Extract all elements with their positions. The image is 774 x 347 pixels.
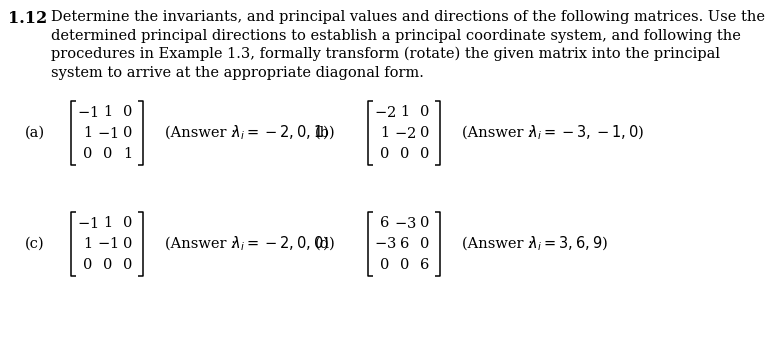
Text: 0: 0 bbox=[123, 105, 132, 119]
Text: $-$2: $-$2 bbox=[394, 126, 416, 141]
Text: $-$1: $-$1 bbox=[77, 104, 98, 119]
Text: $-$3: $-$3 bbox=[374, 237, 396, 252]
Text: 0: 0 bbox=[103, 258, 113, 272]
Text: 6: 6 bbox=[400, 237, 409, 251]
Text: $-$1: $-$1 bbox=[98, 126, 118, 141]
Text: 1: 1 bbox=[84, 237, 93, 251]
Text: 1: 1 bbox=[104, 216, 112, 230]
Text: 0: 0 bbox=[420, 237, 430, 251]
Text: 1: 1 bbox=[104, 105, 112, 119]
Text: $\lambda_i = 3, 6, 9$): $\lambda_i = 3, 6, 9$) bbox=[528, 235, 608, 253]
Text: (b): (b) bbox=[315, 126, 336, 140]
Text: 0: 0 bbox=[84, 147, 93, 161]
Text: 0: 0 bbox=[84, 258, 93, 272]
Text: 0: 0 bbox=[123, 237, 132, 251]
Text: (Answer :: (Answer : bbox=[462, 126, 533, 140]
Text: 6: 6 bbox=[380, 216, 389, 230]
Text: (Answer :: (Answer : bbox=[165, 126, 236, 140]
Text: 0: 0 bbox=[123, 126, 132, 140]
Text: 0: 0 bbox=[400, 147, 409, 161]
Text: (d): (d) bbox=[315, 237, 336, 251]
Text: 0: 0 bbox=[123, 258, 132, 272]
Text: 0: 0 bbox=[103, 147, 113, 161]
Text: determined principal directions to establish a principal coordinate system, and : determined principal directions to estab… bbox=[51, 28, 741, 42]
Text: (a): (a) bbox=[25, 126, 45, 140]
Text: 0: 0 bbox=[380, 258, 389, 272]
Text: procedures in Example 1.3, formally transform (rotate) the given matrix into the: procedures in Example 1.3, formally tran… bbox=[51, 47, 720, 61]
Text: 0: 0 bbox=[400, 258, 409, 272]
Text: $-$3: $-$3 bbox=[394, 215, 416, 230]
Text: 1: 1 bbox=[123, 147, 132, 161]
Text: Determine the invariants, and principal values and directions of the following m: Determine the invariants, and principal … bbox=[51, 10, 765, 24]
Text: $\lambda_i = -2, 0, 1$): $\lambda_i = -2, 0, 1$) bbox=[231, 124, 329, 142]
Text: $-$1: $-$1 bbox=[77, 215, 98, 230]
Text: 1: 1 bbox=[381, 126, 389, 140]
Text: 0: 0 bbox=[420, 126, 430, 140]
Text: 0: 0 bbox=[123, 216, 132, 230]
Text: 1: 1 bbox=[84, 126, 93, 140]
Text: (c): (c) bbox=[25, 237, 45, 251]
Text: 0: 0 bbox=[380, 147, 389, 161]
Text: $\lambda_i = -3, -1, 0$): $\lambda_i = -3, -1, 0$) bbox=[528, 124, 644, 142]
Text: $-$2: $-$2 bbox=[374, 104, 396, 119]
Text: 0: 0 bbox=[420, 216, 430, 230]
Text: 6: 6 bbox=[420, 258, 430, 272]
Text: 0: 0 bbox=[420, 105, 430, 119]
Text: system to arrive at the appropriate diagonal form.: system to arrive at the appropriate diag… bbox=[51, 66, 424, 79]
Text: 0: 0 bbox=[420, 147, 430, 161]
Text: 1.12: 1.12 bbox=[8, 10, 47, 27]
Text: $-$1: $-$1 bbox=[98, 237, 118, 252]
Text: 1: 1 bbox=[400, 105, 409, 119]
Text: (Answer :: (Answer : bbox=[462, 237, 533, 251]
Text: (Answer :: (Answer : bbox=[165, 237, 236, 251]
Text: $\lambda_i = -2, 0, 0$): $\lambda_i = -2, 0, 0$) bbox=[231, 235, 329, 253]
